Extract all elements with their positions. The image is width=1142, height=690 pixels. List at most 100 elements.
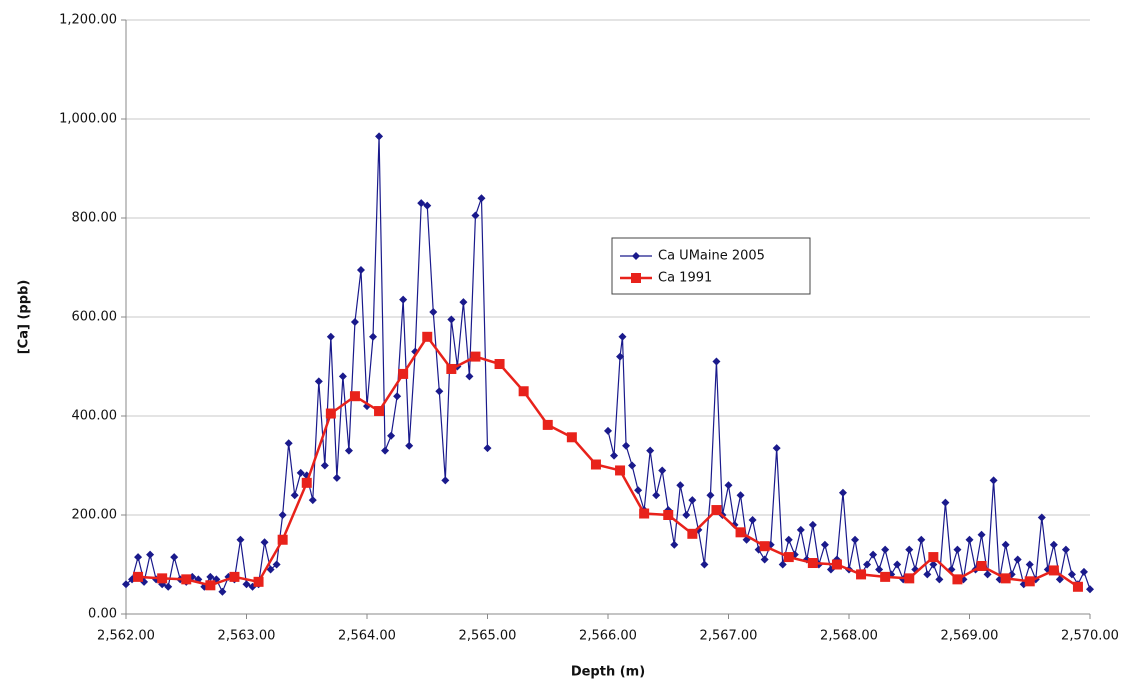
marker (284, 439, 293, 448)
marker (759, 541, 770, 552)
marker (796, 525, 805, 534)
marker (435, 387, 444, 396)
marker (676, 481, 685, 490)
marker (441, 476, 450, 485)
x-tick-label: 2,562.00 (97, 629, 155, 644)
marker (325, 408, 336, 419)
marker (181, 574, 192, 585)
legend-label: Ca 1991 (658, 271, 712, 286)
x-tick-label: 2,564.00 (338, 629, 396, 644)
marker (634, 486, 643, 495)
marker (663, 510, 674, 520)
marker (706, 491, 715, 500)
marker (483, 444, 492, 453)
marker (929, 560, 938, 569)
marker (778, 560, 787, 569)
marker (1037, 513, 1046, 522)
legend-marker (632, 252, 640, 260)
marker (494, 359, 505, 370)
marker (977, 530, 986, 539)
marker (429, 308, 438, 317)
marker (423, 201, 432, 210)
marker (122, 580, 130, 589)
x-axis-label: Depth (m) (571, 665, 645, 680)
marker (1049, 540, 1058, 549)
marker (447, 315, 456, 324)
marker (1025, 560, 1034, 569)
marker (1048, 565, 1059, 576)
marker (893, 560, 902, 569)
marker (736, 491, 745, 500)
y-tick-label: 1,000.00 (59, 112, 117, 127)
marker (952, 574, 963, 585)
marker (320, 461, 329, 470)
marker (278, 511, 287, 519)
x-tick-label: 2,566.00 (579, 629, 637, 644)
marker (272, 560, 281, 569)
marker (604, 426, 612, 435)
marker (470, 351, 481, 362)
marker (157, 573, 168, 584)
marker (856, 569, 867, 580)
x-tick-label: 2,570.00 (1061, 629, 1119, 644)
x-tick-label: 2,565.00 (459, 629, 517, 644)
legend: Ca UMaine 2005 Ca 1991 (611, 237, 811, 295)
marker (646, 446, 655, 455)
marker (170, 553, 179, 562)
marker (831, 559, 842, 570)
marker (724, 481, 733, 490)
marker (277, 534, 288, 545)
marker (338, 372, 347, 381)
marker (808, 520, 817, 529)
marker (652, 491, 661, 500)
legend-marker (631, 273, 641, 283)
y-axis-label: [Ca] (ppb) (17, 280, 32, 355)
marker (375, 132, 384, 141)
marker (1001, 540, 1010, 549)
marker (350, 317, 359, 326)
marker (869, 550, 878, 559)
series-line (125, 136, 1091, 594)
marker (730, 520, 739, 529)
marker (566, 432, 577, 443)
marker (146, 550, 155, 559)
marker (393, 392, 402, 401)
marker (838, 488, 847, 497)
marker (332, 473, 341, 482)
marker (399, 295, 408, 304)
marker (760, 555, 769, 564)
series-line (137, 334, 1079, 588)
marker (344, 446, 353, 455)
marker (542, 419, 553, 430)
marker (518, 386, 529, 397)
marker (134, 553, 143, 562)
marker (1079, 567, 1088, 576)
marker (356, 265, 365, 274)
marker (405, 441, 414, 450)
marker (477, 194, 486, 203)
marker (133, 571, 144, 582)
y-tick-label: 600.00 (72, 310, 118, 325)
marker (1013, 555, 1022, 564)
marker (253, 576, 264, 587)
marker (711, 505, 722, 516)
marker (935, 575, 944, 584)
marker (989, 476, 998, 485)
marker (301, 477, 312, 488)
marker (983, 570, 992, 579)
marker (748, 515, 757, 524)
marker (205, 580, 216, 591)
x-tick-label: 2,567.00 (700, 629, 758, 644)
marker (381, 446, 390, 455)
marker (206, 572, 215, 581)
marker (1086, 585, 1094, 594)
marker (387, 431, 396, 440)
marker (953, 545, 962, 554)
marker (639, 508, 650, 519)
marker (459, 298, 468, 307)
marker (622, 441, 631, 450)
marker (688, 496, 697, 505)
marker (658, 466, 667, 475)
marker (398, 368, 409, 379)
marker (349, 391, 360, 402)
